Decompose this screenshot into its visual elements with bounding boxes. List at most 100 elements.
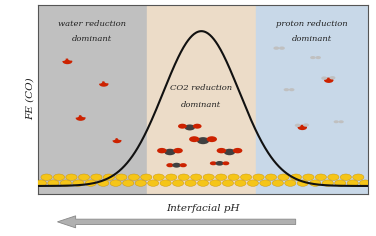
Circle shape [347,180,358,186]
Circle shape [210,180,221,186]
Circle shape [233,148,243,153]
Circle shape [172,163,181,168]
Circle shape [222,180,233,186]
Circle shape [118,137,123,140]
Circle shape [303,174,314,180]
Circle shape [110,137,115,140]
Circle shape [247,180,259,186]
Circle shape [197,137,209,144]
Circle shape [103,174,115,180]
Circle shape [94,56,100,59]
Circle shape [116,174,127,180]
Circle shape [223,161,229,165]
Circle shape [185,180,196,186]
Circle shape [123,180,134,186]
Y-axis label: FE (CO): FE (CO) [26,78,35,120]
Circle shape [241,174,252,180]
Circle shape [273,46,279,50]
Circle shape [173,180,184,186]
Circle shape [85,180,96,186]
Circle shape [110,107,116,110]
Circle shape [310,180,321,186]
Circle shape [324,78,334,83]
Circle shape [153,174,164,180]
Text: dominant: dominant [292,35,332,43]
Circle shape [164,149,176,155]
Circle shape [98,180,109,186]
Bar [38,5,147,194]
Circle shape [105,107,111,110]
Circle shape [217,148,226,153]
Circle shape [310,56,315,59]
Bar [147,5,256,194]
Circle shape [203,174,214,180]
Circle shape [35,180,47,186]
Circle shape [96,80,102,84]
Circle shape [41,174,52,180]
Circle shape [322,180,334,186]
Circle shape [315,174,326,180]
Circle shape [210,161,217,165]
Circle shape [141,174,152,180]
Circle shape [334,120,339,123]
Circle shape [235,180,246,186]
Circle shape [289,88,294,91]
Circle shape [112,138,121,143]
Circle shape [265,174,277,180]
Circle shape [353,174,364,180]
Circle shape [76,115,86,121]
Circle shape [128,174,139,180]
Circle shape [284,88,289,91]
Circle shape [215,174,227,180]
Bar [256,5,368,194]
Circle shape [285,180,296,186]
Circle shape [165,174,177,180]
Circle shape [197,180,209,186]
Circle shape [191,174,202,180]
Circle shape [99,81,109,87]
Text: CO2 reduction: CO2 reduction [170,84,232,92]
Circle shape [315,56,321,59]
Text: proton reduction: proton reduction [276,20,348,28]
Circle shape [253,174,264,180]
Circle shape [78,174,89,180]
Circle shape [88,56,94,59]
Circle shape [59,94,64,97]
Text: dominant: dominant [72,35,112,43]
Circle shape [272,180,284,186]
Circle shape [297,180,308,186]
Circle shape [340,174,352,180]
Circle shape [68,57,74,61]
Text: Interfacial pH: Interfacial pH [166,204,240,213]
Circle shape [303,123,309,127]
Text: dominant: dominant [181,101,221,109]
Circle shape [166,163,174,167]
Circle shape [339,120,344,123]
Circle shape [189,136,199,142]
FancyArrow shape [58,216,296,228]
Circle shape [193,124,202,129]
Circle shape [56,135,61,138]
Circle shape [295,124,301,127]
Circle shape [290,174,302,180]
Circle shape [335,180,346,186]
Circle shape [178,174,190,180]
Circle shape [185,124,195,131]
Circle shape [359,180,371,186]
Circle shape [53,174,65,180]
Circle shape [105,80,111,83]
Circle shape [180,163,187,167]
Text: water reduction: water reduction [58,20,126,28]
Circle shape [62,59,72,64]
Circle shape [91,174,102,180]
Circle shape [60,180,71,186]
Circle shape [228,174,239,180]
Circle shape [224,149,235,155]
Circle shape [135,180,146,186]
Circle shape [48,180,59,186]
Circle shape [173,148,183,153]
Circle shape [73,180,84,186]
Circle shape [321,76,327,80]
Circle shape [66,174,77,180]
Circle shape [59,57,66,61]
